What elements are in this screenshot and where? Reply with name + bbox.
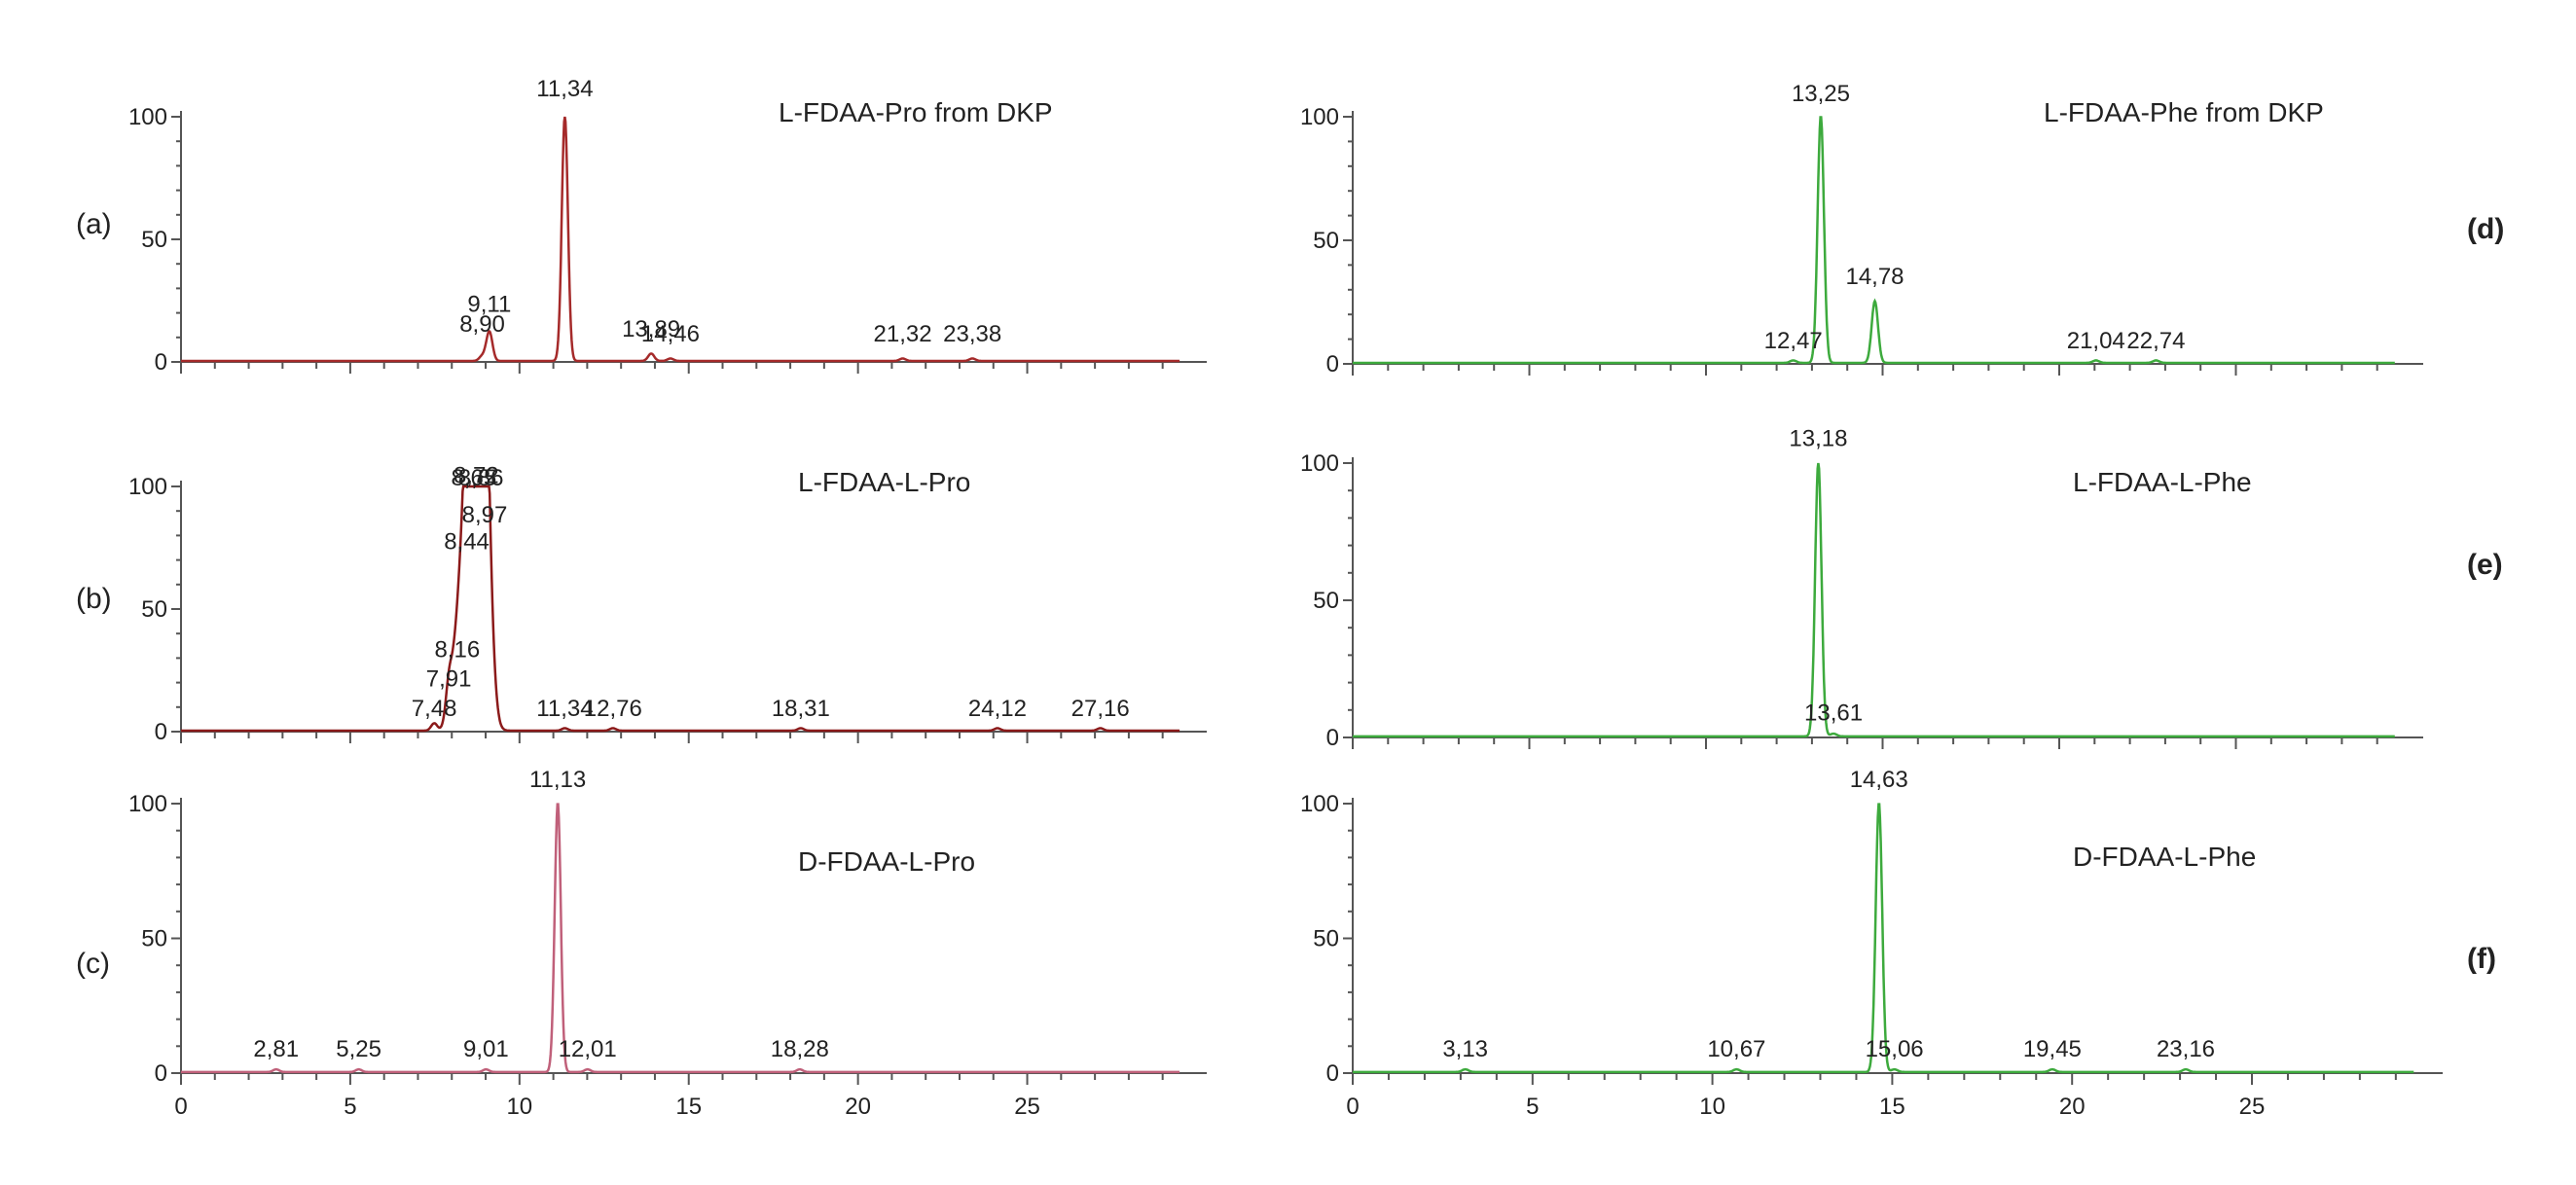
peak-label: 13,25 [1792, 81, 1850, 107]
peak-label: 14,46 [641, 321, 700, 347]
peak-label: 12,76 [584, 696, 642, 722]
y-tick-label: 0 [155, 1060, 167, 1087]
peak-label: 7,91 [426, 666, 472, 693]
y-tick-label: 100 [1300, 104, 1339, 130]
peak-label: 21,32 [874, 321, 932, 347]
x-tick-label: 10 [1699, 1094, 1725, 1120]
series-trace [1353, 116, 2395, 365]
y-tick-label: 0 [1326, 351, 1339, 377]
series-trace [181, 485, 1180, 733]
peak-label: 13,18 [1789, 426, 1847, 452]
peak-label: 12,47 [1764, 328, 1823, 354]
peak-label: 11,34 [536, 696, 593, 722]
x-tick-label: 20 [845, 1094, 871, 1120]
panel-b: 0 50 100 7,48 7,91 8,16 8,44 8,658,728,86 8,97 11… [76, 463, 1207, 745]
peak-label: 23,38 [943, 321, 1001, 347]
y-tick-label: 100 [128, 104, 167, 130]
peak-label: 8,44 [444, 529, 490, 556]
peak-label: 14,63 [1850, 767, 1908, 793]
panel-c: 0 50 100 0 5 10 15 20 25 2,81 5,25 9,01 11,13 12,01 18… [76, 767, 1207, 1120]
peak-label: 22,74 [2126, 328, 2185, 354]
series-trace [1353, 462, 2395, 738]
series-trace [181, 803, 1180, 1074]
peak-label: 27,16 [1071, 696, 1130, 722]
panel-title: L-FDAA-L-Pro [798, 467, 970, 497]
peak-label: 3,13 [1442, 1036, 1488, 1062]
panel-title: L-FDAA-Pro from DKP [779, 97, 1053, 127]
peak-label: 11,13 [529, 767, 586, 793]
series-trace [1353, 803, 2414, 1074]
peak-label: 14,78 [1845, 264, 1904, 290]
peak-label: 9,01 [463, 1036, 509, 1062]
panel-title: L-FDAA-L-Phe [2073, 467, 2252, 497]
peak-label: 24,12 [968, 696, 1027, 722]
y-tick-label: 50 [141, 596, 167, 623]
y-tick-label: 50 [1313, 228, 1339, 254]
peak-label: 18,31 [772, 696, 830, 722]
panel-letter: (f) [2467, 943, 2496, 975]
panel-d: 0 50 100 12,47 13,25 14,78 21,04 22,74 L-FDAA-Ph… [1300, 81, 2504, 377]
y-tick-label: 50 [141, 926, 167, 952]
x-tick-label: 25 [2239, 1094, 2266, 1120]
y-tick-label: 50 [141, 227, 167, 253]
peak-label: 2,81 [253, 1036, 299, 1062]
peak-label: 15,06 [1866, 1036, 1924, 1062]
series-trace [181, 116, 1180, 363]
y-tick-label: 0 [155, 719, 167, 745]
y-tick-label: 0 [155, 349, 167, 376]
panel-e: 0 50 100 13,18 13,61 L-FDAA-L-Phe (e) [1300, 426, 2503, 751]
peak-label: 8,16 [434, 636, 480, 663]
panel-letter: (e) [2467, 549, 2503, 581]
peak-label: 8,97 [462, 502, 508, 528]
peak-label: 13,89 [622, 316, 680, 342]
peak-label: 8,90 [459, 311, 505, 338]
peak-label: 18,28 [771, 1036, 829, 1062]
x-tick-label: 5 [1526, 1094, 1539, 1120]
x-tick-label: 0 [1346, 1094, 1359, 1120]
x-tick-label: 15 [675, 1094, 702, 1120]
peak-label: 12,01 [559, 1036, 617, 1062]
peak-label: 7,48 [412, 696, 457, 722]
panel-letter: (c) [76, 948, 110, 980]
y-tick-label: 100 [1300, 450, 1339, 477]
panel-letter: (d) [2467, 213, 2504, 245]
panel-f: 0 50 100 0 5 10 15 20 25 3,13 10,67 14,63 15,06 19,45… [1300, 767, 2496, 1120]
panel-letter: (a) [76, 208, 112, 240]
peak-label: 8,65 [452, 465, 497, 491]
y-tick-label: 0 [1326, 1060, 1339, 1087]
panel-title: D-FDAA-L-Pro [798, 846, 975, 877]
x-tick-label: 10 [506, 1094, 532, 1120]
peak-label: 9,11 [467, 292, 511, 318]
peak-label: 10,67 [1707, 1036, 1765, 1062]
peak-label: 13,61 [1804, 700, 1863, 727]
x-tick-label: 0 [174, 1094, 187, 1120]
x-tick-label: 25 [1014, 1094, 1040, 1120]
peak-label: 21,04 [2067, 328, 2125, 354]
x-tick-label: 5 [344, 1094, 356, 1120]
peak-label: 19,45 [2023, 1036, 2082, 1062]
panel-title: L-FDAA-Phe from DKP [2044, 97, 2324, 127]
y-tick-label: 0 [1326, 725, 1339, 751]
x-tick-label: 20 [2059, 1094, 2086, 1120]
y-tick-label: 100 [1300, 791, 1339, 817]
peak-label: 11,34 [536, 76, 593, 102]
x-tick-label: 15 [1879, 1094, 1905, 1120]
peak-label: 5,25 [336, 1036, 381, 1062]
peak-label: 8,86 [458, 465, 504, 491]
panel-title: D-FDAA-L-Phe [2073, 842, 2256, 872]
peak-label: 23,16 [2157, 1036, 2215, 1062]
peak-label: 8,72 [454, 463, 499, 489]
y-tick-label: 100 [128, 474, 167, 500]
y-tick-label: 100 [128, 791, 167, 817]
y-tick-label: 50 [1313, 588, 1339, 614]
panel-letter: (b) [76, 583, 112, 615]
y-tick-label: 50 [1313, 926, 1339, 952]
